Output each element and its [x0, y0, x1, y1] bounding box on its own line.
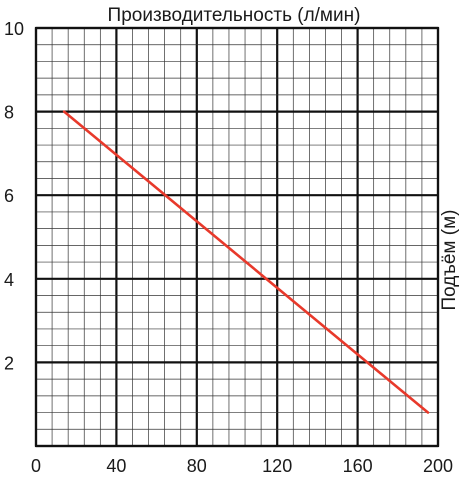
x-tick-label: 80 — [187, 456, 207, 476]
y-axis-label: Подъём (м) — [439, 210, 460, 311]
y-tick-labels: 2 4 6 8 10 — [4, 19, 24, 373]
x-tick-label: 160 — [343, 456, 373, 476]
y-tick-label: 10 — [4, 19, 24, 39]
series-line — [62, 110, 430, 414]
x-tick-label: 0 — [31, 456, 41, 476]
y-tick-label: 4 — [4, 270, 14, 290]
x-tick-label: 120 — [262, 456, 292, 476]
x-tick-labels: 0 40 80 120 160 200 — [31, 456, 453, 476]
y-tick-label: 8 — [4, 103, 14, 123]
x-tick-label: 40 — [106, 456, 126, 476]
x-tick-label: 200 — [423, 456, 453, 476]
grid — [34, 26, 440, 448]
series-group — [62, 110, 430, 414]
y-tick-label: 6 — [4, 186, 14, 206]
y-tick-label: 2 — [4, 353, 14, 373]
chart-title: Производительность (л/мин) — [108, 5, 361, 26]
plot-frame — [34, 26, 440, 448]
